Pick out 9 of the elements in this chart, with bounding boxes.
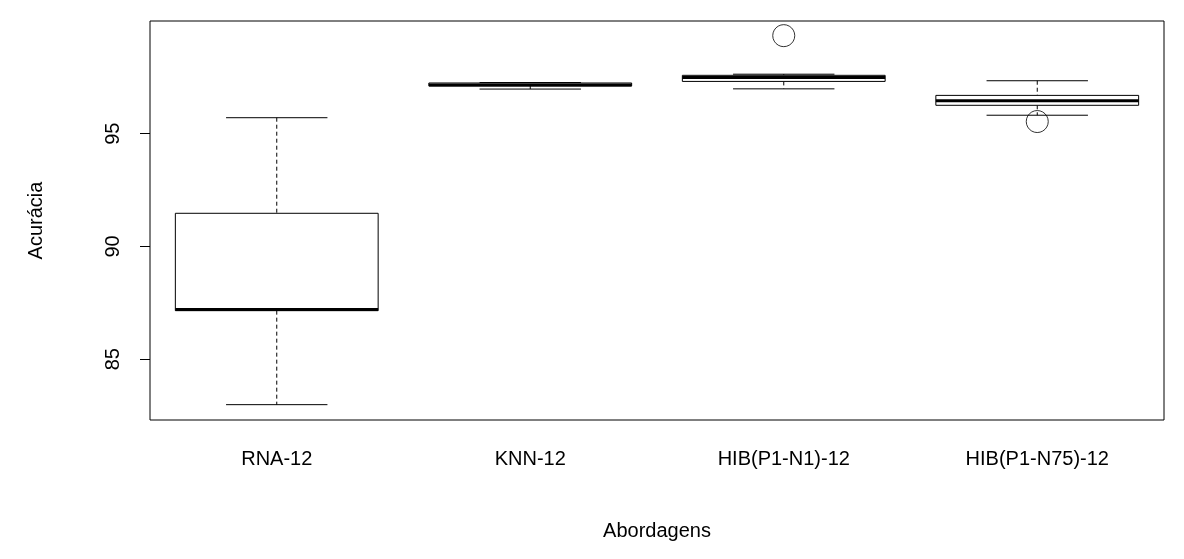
x-tick-label: KNN-12 — [494, 447, 566, 469]
y-tick-label: 85 — [101, 348, 123, 371]
y-axis-title: Acurácia — [24, 180, 46, 260]
y-tick-label: 90 — [101, 235, 123, 258]
y-tick-label: 95 — [101, 122, 123, 145]
x-axis-title: Abordagens — [603, 519, 711, 541]
x-tick-label: HIB(P1-N1)-12 — [717, 447, 850, 469]
x-tick-label: HIB(P1-N75)-12 — [965, 447, 1109, 469]
x-tick-label: RNA-12 — [241, 447, 313, 469]
